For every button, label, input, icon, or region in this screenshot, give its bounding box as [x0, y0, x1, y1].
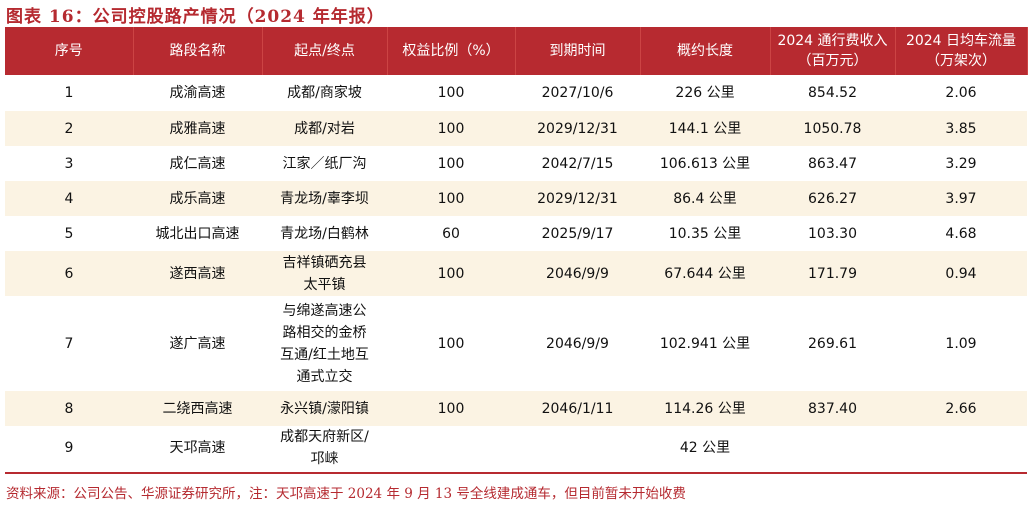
column-header: 到期时间 [515, 27, 641, 75]
table-cell: 854.52 [808, 85, 857, 101]
table-cell: 626.27 [770, 181, 895, 216]
table-cell: 成雅高速 [133, 111, 262, 146]
table-row: 9 天邛高速 成都天府新区/邛崃 42 公里 [5, 426, 1027, 470]
table-cell: 与绵遂高速公 路相交的金桥 互通/红土地互 通式立交 [280, 302, 369, 385]
table-cell: 吉祥镇硒充县 太平镇 [262, 251, 387, 296]
table-cell: 城北出口高速 [155, 225, 240, 242]
table-cell: 4 [5, 181, 133, 216]
table-bottom-rule [5, 472, 1027, 474]
table-cell: 4.68 [945, 225, 977, 242]
table-row: 3 成仁高速 江家／纸厂沟 100 2042/7/15 106.613 公里 863.47 3… [5, 146, 1027, 181]
table-cell: 成都/商家坡 [287, 85, 362, 101]
table-cell: 42 公里 [679, 440, 731, 456]
table-cell: 171.79 [770, 251, 895, 296]
table-row: 8 二绕西高速 永兴镇/濛阳镇 100 2046/1/11 114.26 公里 837.40… [5, 391, 1027, 426]
table-row: 2 成雅高速 成都/对岩 100 2029/12/31 144.1 公里 1050.78 3.… [5, 111, 1027, 146]
table-cell: 青龙场/辜李坝 [262, 181, 387, 216]
table-cell: 0.94 [895, 251, 1027, 296]
table-cell: 遂西高速 [133, 251, 262, 296]
table-cell [387, 426, 515, 470]
table-row: 4 成乐高速 青龙场/辜李坝 100 2029/12/31 86.4 公里 626.27 3.… [5, 181, 1027, 216]
table-cell: 成都天府新区/邛崃 [280, 429, 369, 467]
road-assets-table: 序号 路段名称 起点/终点 权益比例（%） 到期时间 概约长度 2024 通行费收入（百万元… [5, 27, 1028, 470]
table-cell: 103.30 [808, 225, 857, 242]
table-cell: 2025/9/17 [541, 225, 614, 242]
column-header: 2024 日均车流量（万架次） [895, 27, 1028, 75]
table-cell: 7 [64, 335, 74, 352]
table-cell: 100 [437, 335, 465, 352]
table-cell: 遂广高速 [169, 335, 226, 352]
table-cell: 100 [437, 155, 465, 172]
table-row: 5 城北出口高速 青龙场/白鹤林 60 2025/9/17 10.35 公里 103.30 4… [5, 216, 1027, 251]
table-cell: 106.613 公里 [659, 155, 751, 172]
column-header: 2024 通行费收入（百万元） [770, 27, 896, 75]
table-cell: 269.61 [808, 335, 857, 352]
table-cell: 1 [64, 85, 74, 101]
table-cell: 2042/7/15 [541, 155, 614, 172]
table-cell [770, 426, 895, 470]
table-cell: 6 [5, 251, 133, 296]
table-cell: 2029/12/31 [515, 181, 640, 216]
table-cell: 天邛高速 [169, 440, 226, 456]
header-row: 序号 路段名称 起点/终点 权益比例（%） 到期时间 概约长度 2024 通行费收入（百万元… [5, 27, 1028, 75]
table-cell: 3.29 [945, 155, 977, 172]
table-cell: 3 [64, 155, 74, 172]
table-cell: 1050.78 [770, 111, 895, 146]
table-cell: 2.66 [895, 391, 1027, 426]
column-header: 起点/终点 [262, 27, 388, 75]
table-cell: 二绕西高速 [133, 391, 262, 426]
table-cell: 10.35 公里 [668, 225, 742, 242]
column-header: 序号 [5, 27, 134, 75]
table-cell: 5 [64, 225, 74, 242]
table-cell: 837.40 [770, 391, 895, 426]
table-cell: 江家／纸厂沟 [282, 155, 367, 172]
table-cell: 67.644 公里 [640, 251, 770, 296]
table-cell: 2 [5, 111, 133, 146]
table-cell: 2046/9/9 [515, 251, 640, 296]
table-cell: 成仁高速 [169, 155, 226, 172]
table-cell: 114.26 公里 [640, 391, 770, 426]
table-cell: 100 [387, 391, 515, 426]
column-header: 概约长度 [640, 27, 771, 75]
table-cell: 青龙场/白鹤林 [280, 225, 369, 242]
table-cell: 100 [387, 181, 515, 216]
table-cell: 永兴镇/濛阳镇 [262, 391, 387, 426]
table-cell: 成乐高速 [133, 181, 262, 216]
table-cell [515, 426, 640, 470]
table-cell: 2046/1/11 [515, 391, 640, 426]
table-cell: 成都/对岩 [262, 111, 387, 146]
figure-title: 图表 16：公司控股路产情况（2024 年年报） [6, 7, 385, 27]
footnote: 资料来源：公司公告、华源证券研究所，注：天邛高速于 2024 年 9 月 13 … [6, 486, 686, 502]
table-cell: 3.85 [895, 111, 1027, 146]
table-cell [895, 426, 1027, 470]
table-cell: 60 [442, 225, 460, 242]
table-cell: 成渝高速 [169, 85, 226, 101]
table-cell: 863.47 [808, 155, 857, 172]
table-cell: 86.4 公里 [640, 181, 770, 216]
table-cell: 2027/10/6 [541, 85, 614, 101]
table-cell: 102.941 公里 [659, 335, 751, 352]
table-cell: 144.1 公里 [640, 111, 770, 146]
table-cell: 100 [437, 85, 465, 101]
table-cell: 3.97 [895, 181, 1027, 216]
table-cell: 100 [387, 251, 515, 296]
table-row: 7 遂广高速 与绵遂高速公 路相交的金桥 互通/红土地互 通式立交 100 2046/9/9 1… [5, 296, 1027, 391]
table-cell: 226 公里 [675, 85, 735, 101]
column-header: 权益比例（%） [387, 27, 516, 75]
table-cell: 8 [5, 391, 133, 426]
table-cell: 2046/9/9 [546, 335, 609, 352]
table-row: 1 成渝高速 成都/商家坡 100 2027/10/6 226 公里 854.52 2.06 [5, 75, 1027, 111]
table-cell: 100 [387, 111, 515, 146]
table-cell: 2.06 [945, 85, 977, 101]
table-cell: 1.09 [945, 335, 977, 352]
table-row: 6 遂西高速 吉祥镇硒充县 太平镇 100 2046/9/9 67.644 公里 171.79… [5, 251, 1027, 296]
table-cell: 9 [64, 440, 74, 456]
table-cell: 2029/12/31 [515, 111, 640, 146]
column-header: 路段名称 [133, 27, 263, 75]
